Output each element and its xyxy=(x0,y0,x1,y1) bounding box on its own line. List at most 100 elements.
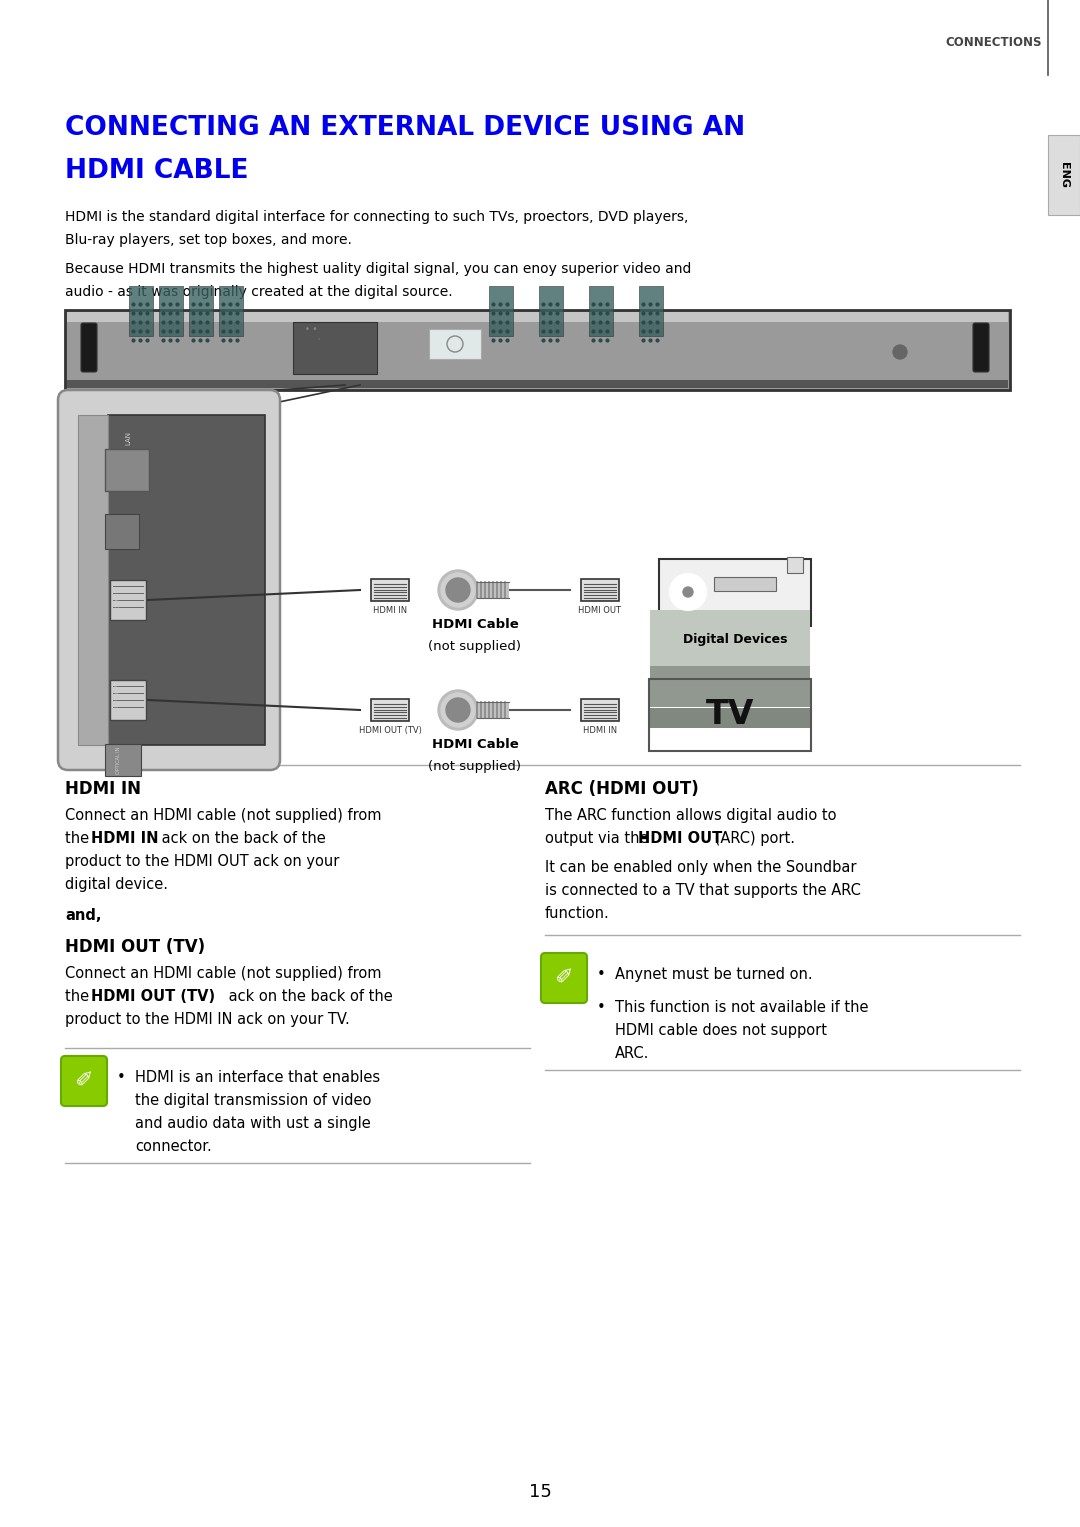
Circle shape xyxy=(438,690,478,730)
Text: audio - as it was originally created at the digital source.: audio - as it was originally created at … xyxy=(65,286,453,299)
Text: HDMI CABLE: HDMI CABLE xyxy=(65,157,248,183)
Text: It can be enabled only when the Soundbar: It can be enabled only when the Soundbar xyxy=(545,860,856,875)
Text: LAN: LAN xyxy=(125,431,131,444)
FancyBboxPatch shape xyxy=(219,286,243,336)
FancyBboxPatch shape xyxy=(110,580,146,620)
Text: •  Anynet must be turned on.: • Anynet must be turned on. xyxy=(597,967,812,982)
Text: HDMI IN: HDMI IN xyxy=(91,831,159,846)
Text: •  HDMI is an interface that enables: • HDMI is an interface that enables xyxy=(117,1070,380,1086)
FancyBboxPatch shape xyxy=(108,415,265,745)
FancyBboxPatch shape xyxy=(189,286,213,336)
Text: HDMI OUT (TV): HDMI OUT (TV) xyxy=(91,989,215,1003)
Text: product to the HDMI OUT ack on your: product to the HDMI OUT ack on your xyxy=(65,854,339,869)
FancyBboxPatch shape xyxy=(129,286,153,336)
Text: the digital transmission of video: the digital transmission of video xyxy=(135,1093,372,1109)
FancyBboxPatch shape xyxy=(714,577,777,591)
FancyBboxPatch shape xyxy=(67,312,1008,322)
Text: ENG: ENG xyxy=(1059,162,1069,188)
Text: HDMI Cable: HDMI Cable xyxy=(432,618,518,631)
Text: 15: 15 xyxy=(528,1483,552,1501)
Text: the: the xyxy=(65,989,94,1003)
Text: and,: and, xyxy=(65,909,102,922)
FancyBboxPatch shape xyxy=(81,324,97,373)
FancyBboxPatch shape xyxy=(659,559,811,626)
Text: ARC.: ARC. xyxy=(615,1046,649,1061)
Text: HDMI OUT(TV): HDMI OUT(TV) xyxy=(116,683,121,718)
Text: (not supplied): (not supplied) xyxy=(429,640,522,654)
Text: TV: TV xyxy=(705,698,754,731)
FancyBboxPatch shape xyxy=(67,380,1008,388)
Circle shape xyxy=(893,345,907,359)
Text: product to the HDMI IN ack on your TV.: product to the HDMI IN ack on your TV. xyxy=(65,1012,350,1028)
Text: function.: function. xyxy=(545,906,610,921)
FancyBboxPatch shape xyxy=(477,702,509,718)
Text: Connect an HDMI cable (not supplied) from: Connect an HDMI cable (not supplied) fro… xyxy=(65,808,381,823)
Circle shape xyxy=(683,586,693,597)
Circle shape xyxy=(446,579,470,602)
Circle shape xyxy=(670,574,706,609)
FancyBboxPatch shape xyxy=(650,709,810,728)
Text: is connected to a TV that supports the ARC: is connected to a TV that supports the A… xyxy=(545,883,861,898)
Text: OPTICAL IN: OPTICAL IN xyxy=(116,747,121,774)
Text: output via the: output via the xyxy=(545,831,653,846)
FancyBboxPatch shape xyxy=(372,699,409,721)
Text: HDMI OUT (TV): HDMI OUT (TV) xyxy=(65,938,205,956)
Text: Digital Devices: Digital Devices xyxy=(683,634,787,646)
FancyBboxPatch shape xyxy=(581,579,619,602)
Text: (not supplied): (not supplied) xyxy=(429,760,522,773)
FancyBboxPatch shape xyxy=(293,322,377,374)
Circle shape xyxy=(441,693,475,727)
Text: digital device.: digital device. xyxy=(65,876,168,892)
FancyBboxPatch shape xyxy=(1048,134,1080,215)
Text: CONNECTIONS: CONNECTIONS xyxy=(945,35,1042,49)
FancyBboxPatch shape xyxy=(110,680,146,721)
FancyBboxPatch shape xyxy=(159,286,183,336)
Circle shape xyxy=(438,570,478,609)
FancyBboxPatch shape xyxy=(477,582,509,599)
FancyBboxPatch shape xyxy=(539,286,563,336)
FancyBboxPatch shape xyxy=(787,557,804,573)
FancyBboxPatch shape xyxy=(105,515,139,550)
Polygon shape xyxy=(78,415,108,745)
Text: HDMI OUT: HDMI OUT xyxy=(579,606,621,615)
Text: Connect an HDMI cable (not supplied) from: Connect an HDMI cable (not supplied) fro… xyxy=(65,967,381,980)
Text: HDMI is the standard digital interface for connecting to such TVs, proectors, DV: HDMI is the standard digital interface f… xyxy=(65,211,688,224)
Text: HDMI cable does not support: HDMI cable does not support xyxy=(615,1023,827,1038)
Text: HDMI IN: HDMI IN xyxy=(583,725,617,734)
Text: connector.: connector. xyxy=(135,1139,212,1154)
FancyBboxPatch shape xyxy=(541,953,588,1003)
Text: CONNECTING AN EXTERNAL DEVICE USING AN: CONNECTING AN EXTERNAL DEVICE USING AN xyxy=(65,115,745,140)
Text: ARC (HDMI OUT): ARC (HDMI OUT) xyxy=(545,780,699,799)
FancyBboxPatch shape xyxy=(581,699,619,721)
Text: HDMI IN: HDMI IN xyxy=(373,606,407,615)
Text: (ARC) port.: (ARC) port. xyxy=(710,831,795,846)
FancyBboxPatch shape xyxy=(973,324,989,373)
FancyBboxPatch shape xyxy=(650,666,810,707)
Text: HDMI OUT (TV): HDMI OUT (TV) xyxy=(359,725,421,734)
Text: Because HDMI transmits the highest uality digital signal, you can enoy superior : Because HDMI transmits the highest ualit… xyxy=(65,263,691,276)
FancyBboxPatch shape xyxy=(639,286,663,336)
Text: • •: • • xyxy=(305,325,318,334)
Text: •  This function is not available if the: • This function is not available if the xyxy=(597,1000,868,1015)
Text: ✐: ✐ xyxy=(555,968,573,988)
FancyBboxPatch shape xyxy=(372,579,409,602)
Text: •: • xyxy=(318,337,321,344)
FancyBboxPatch shape xyxy=(429,328,481,359)
Text: HDMI IN: HDMI IN xyxy=(65,780,141,799)
Circle shape xyxy=(441,573,475,608)
Text: HDMI IN: HDMI IN xyxy=(116,588,121,612)
FancyBboxPatch shape xyxy=(105,449,149,492)
Text: Blu-ray players, set top boxes, and more.: Blu-ray players, set top boxes, and more… xyxy=(65,234,352,247)
FancyBboxPatch shape xyxy=(58,389,280,770)
Text: HDMI Cable: HDMI Cable xyxy=(432,738,518,751)
Text: and audio data with ust a single: and audio data with ust a single xyxy=(135,1116,370,1132)
FancyBboxPatch shape xyxy=(589,286,613,336)
Circle shape xyxy=(446,698,470,722)
FancyBboxPatch shape xyxy=(489,286,513,336)
Text: ✐: ✐ xyxy=(75,1070,93,1090)
FancyBboxPatch shape xyxy=(105,744,141,776)
FancyBboxPatch shape xyxy=(650,609,810,680)
FancyBboxPatch shape xyxy=(65,310,1010,389)
Text: ack on the back of the: ack on the back of the xyxy=(157,831,326,846)
Text: the: the xyxy=(65,831,94,846)
